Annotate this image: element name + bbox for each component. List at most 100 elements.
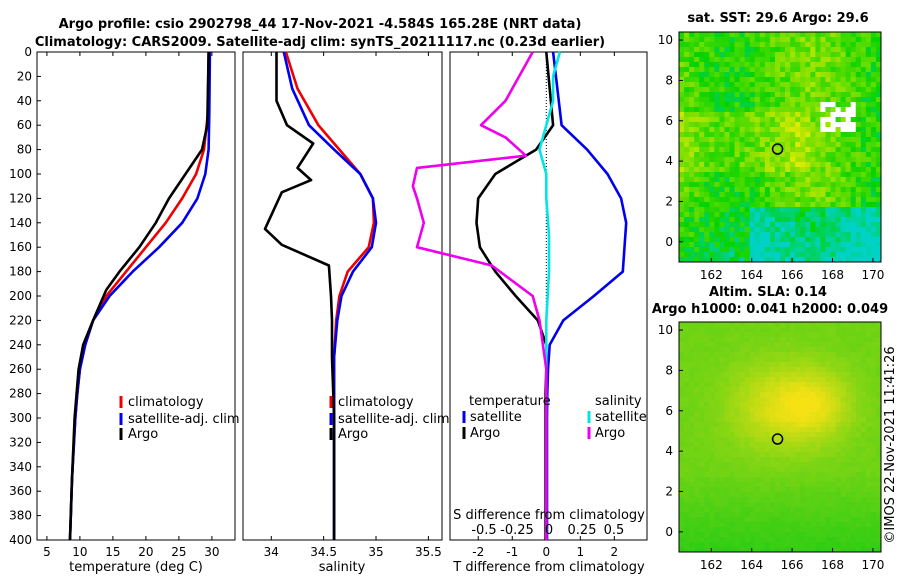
heat-cell bbox=[830, 72, 836, 78]
heat-cell bbox=[785, 157, 791, 163]
heat-cell bbox=[840, 152, 847, 158]
heat-cell bbox=[825, 77, 831, 83]
heat-cell bbox=[759, 502, 766, 508]
heat-cell bbox=[870, 442, 877, 448]
heat-cell bbox=[850, 227, 857, 233]
heat-cell bbox=[875, 252, 882, 258]
heat-cell bbox=[719, 352, 725, 358]
heat-cell bbox=[855, 182, 862, 188]
heat-cell bbox=[825, 487, 831, 493]
heat-cell bbox=[739, 347, 746, 353]
heat-cell bbox=[830, 187, 836, 193]
heat-cell bbox=[679, 357, 685, 363]
heat-cell bbox=[865, 107, 872, 113]
heat-cell bbox=[840, 47, 847, 53]
heat-cell bbox=[744, 477, 751, 483]
heat-cell bbox=[840, 247, 847, 253]
heat-cell bbox=[684, 202, 690, 208]
heat-cell bbox=[684, 92, 690, 98]
heat-cell bbox=[689, 377, 695, 383]
heat-cell bbox=[774, 222, 781, 228]
heat-cell bbox=[719, 377, 725, 383]
heat-cell bbox=[744, 232, 751, 238]
heat-cell bbox=[850, 87, 857, 93]
heat-cell bbox=[840, 37, 847, 43]
heat-cell bbox=[754, 507, 761, 513]
heat-cell bbox=[734, 462, 740, 468]
heat-cell bbox=[694, 352, 700, 358]
heat-cell bbox=[754, 52, 761, 58]
heat-cell bbox=[820, 402, 826, 408]
heat-cell bbox=[820, 157, 826, 163]
heat-cell bbox=[875, 327, 882, 333]
heat-cell bbox=[845, 472, 852, 478]
heat-cell bbox=[865, 497, 872, 503]
temperature-xticks: 5 10 15 20 25 30 bbox=[43, 52, 220, 559]
heat-cell bbox=[805, 227, 811, 233]
heat-cell bbox=[795, 527, 801, 533]
heat-cell bbox=[694, 172, 700, 178]
heat-cell bbox=[699, 437, 705, 443]
heat-cell bbox=[820, 217, 826, 223]
difference-panel: -2 -1 0 1 2 T difference from climatology S … bbox=[411, 51, 648, 575]
heat-cell bbox=[840, 477, 847, 483]
heat-cell bbox=[845, 167, 852, 173]
heat-cell bbox=[759, 367, 766, 373]
heat-cell bbox=[709, 427, 715, 433]
legend-argo-label: Argo bbox=[128, 427, 158, 442]
heat-cell bbox=[769, 197, 776, 203]
heat-cell bbox=[790, 232, 796, 238]
heat-cell bbox=[860, 487, 867, 493]
heat-cell bbox=[860, 72, 867, 78]
heat-cell bbox=[704, 207, 710, 213]
heat-cell bbox=[759, 447, 766, 453]
heat-cell bbox=[845, 132, 852, 138]
heat-cell bbox=[714, 357, 720, 363]
heat-cell bbox=[739, 112, 746, 118]
heat-cell bbox=[820, 457, 826, 463]
heat-cell bbox=[739, 107, 746, 113]
heat-cell bbox=[764, 467, 771, 473]
heat-cell bbox=[820, 512, 826, 518]
heat-cell bbox=[820, 172, 826, 178]
heat-cell bbox=[795, 542, 801, 548]
heat-cell bbox=[785, 352, 791, 358]
heat-cell bbox=[774, 187, 781, 193]
heat-cell bbox=[774, 457, 781, 463]
heat-cell bbox=[769, 62, 776, 68]
heat-cell bbox=[714, 462, 720, 468]
heat-cell bbox=[719, 142, 725, 148]
heat-cell bbox=[810, 362, 816, 368]
heat-cell bbox=[810, 227, 816, 233]
heat-cell bbox=[724, 362, 730, 368]
heat-cell bbox=[734, 47, 740, 53]
heat-cell bbox=[729, 257, 735, 263]
heat-cell bbox=[795, 57, 801, 63]
heat-cell bbox=[749, 82, 756, 88]
heat-cell bbox=[749, 222, 756, 228]
heat-cell bbox=[825, 127, 831, 133]
heat-cell bbox=[825, 462, 831, 468]
heat-cell bbox=[744, 387, 751, 393]
heat-cell bbox=[729, 252, 735, 258]
heat-cell bbox=[810, 537, 816, 543]
heat-cell bbox=[679, 367, 685, 373]
heat-cell bbox=[704, 162, 710, 168]
heat-cell bbox=[739, 407, 746, 413]
heat-cell bbox=[860, 257, 867, 263]
heat-cell bbox=[795, 242, 801, 248]
heat-cell bbox=[800, 172, 806, 178]
heat-cell bbox=[865, 477, 872, 483]
heat-cell bbox=[739, 67, 746, 73]
heat-cell bbox=[774, 207, 781, 213]
heat-cell bbox=[769, 207, 776, 213]
heat-cell bbox=[749, 502, 756, 508]
heat-cell bbox=[835, 62, 841, 68]
heat-cell bbox=[855, 527, 862, 533]
heat-cell bbox=[714, 117, 720, 123]
heat-cell bbox=[790, 167, 796, 173]
heat-cell bbox=[875, 42, 882, 48]
heat-cell bbox=[855, 37, 862, 43]
heat-cell bbox=[694, 162, 700, 168]
heat-cell bbox=[870, 477, 877, 483]
